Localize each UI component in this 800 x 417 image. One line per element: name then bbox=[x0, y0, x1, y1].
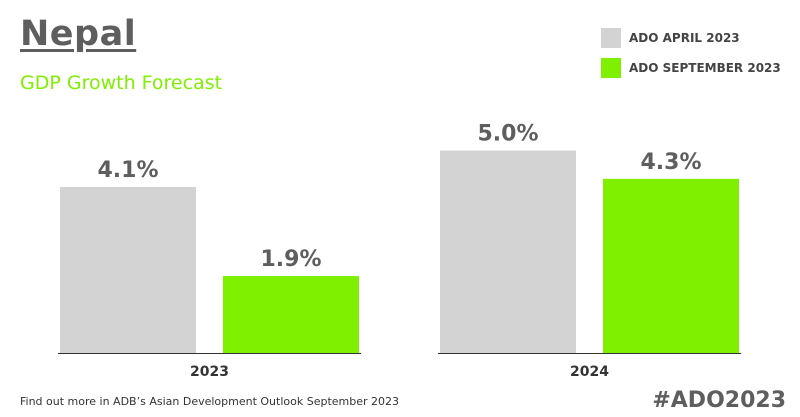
bar-april-2024 bbox=[440, 150, 576, 353]
chart-subtitle: GDP Growth Forecast bbox=[20, 72, 223, 94]
legend-label-september: ADO SEPTEMBER 2023 bbox=[629, 61, 781, 75]
data-label-april-2023: 4.1% bbox=[97, 158, 158, 183]
category-label-2024: 2024 bbox=[570, 364, 609, 380]
bar-september-2024 bbox=[603, 178, 739, 353]
footer-note: Find out more in ADB’s Asian Development… bbox=[20, 395, 400, 408]
legend-label-april: ADO APRIL 2023 bbox=[629, 31, 740, 45]
data-label-september-2023: 1.9% bbox=[260, 247, 321, 272]
data-label-april-2024: 5.0% bbox=[477, 122, 538, 147]
category-label-2023: 2023 bbox=[190, 364, 229, 380]
legend-item-april: ADO APRIL 2023 bbox=[601, 26, 781, 50]
data-label-september-2024: 4.3% bbox=[640, 150, 701, 175]
bar-april-2023 bbox=[60, 186, 196, 353]
legend-swatch-april bbox=[601, 28, 621, 48]
bar-september-2023 bbox=[223, 276, 359, 353]
chart-title: Nepal bbox=[20, 14, 137, 54]
legend-item-september: ADO SEPTEMBER 2023 bbox=[601, 56, 781, 80]
legend: ADO APRIL 2023 ADO SEPTEMBER 2023 bbox=[601, 26, 781, 86]
legend-swatch-september bbox=[601, 58, 621, 78]
hashtag: #ADO2023 bbox=[652, 388, 786, 413]
